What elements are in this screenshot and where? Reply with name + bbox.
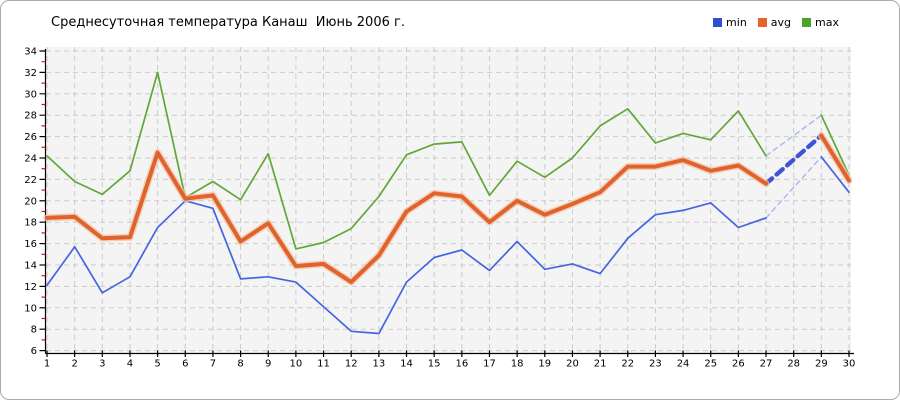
x-tick-label: 13 (372, 359, 385, 370)
y-tick-label: 14 (24, 261, 37, 272)
x-axis-ticks: 1 2 3 4 5 6 7 8 9 10 11 12 13 14 15 16 17 18 19 20 21 22 23 24 2… (44, 350, 856, 370)
legend-label-avg: avg (770, 16, 792, 29)
min-gap-connector (765, 156, 823, 219)
x-tick-label: 6 (182, 359, 188, 370)
max-line (46, 71, 767, 250)
avg-gap-connector (763, 133, 824, 186)
x-tick-label: 21 (594, 359, 607, 370)
y-tick-label: 6 (31, 346, 37, 357)
x-tick-label: 22 (621, 359, 634, 370)
y-tick-label: 16 (24, 239, 37, 250)
x-tick-label: 10 (290, 359, 303, 370)
avg-line (45, 150, 768, 285)
y-tick-label: 8 (31, 325, 37, 336)
x-tick-label: 26 (732, 359, 745, 370)
x-tick-label: 4 (127, 359, 133, 370)
min-series-swatch-icon (713, 18, 723, 27)
y-tick-label: 30 (24, 89, 37, 100)
x-tick-label: 7 (210, 359, 216, 370)
gridlines (46, 47, 851, 353)
legend-label-max: max (815, 16, 839, 29)
x-tick-label: 17 (483, 359, 496, 370)
plot-area (46, 47, 851, 354)
y-axis-ticks: 6 8 10 12 14 16 18 20 22 24 26 28 30 32 34 (24, 47, 46, 357)
x-tick-label: 20 (566, 359, 579, 370)
series-max (46, 71, 850, 250)
y-tick-label: 32 (24, 68, 37, 79)
series-avg (43, 132, 853, 286)
series-min (46, 156, 850, 335)
y-tick-label: 26 (24, 132, 37, 143)
y-tick-label: 34 (24, 47, 37, 58)
x-tick-label: 9 (265, 359, 271, 370)
legend: min avg max (713, 16, 839, 29)
x-tick-label: 23 (649, 359, 662, 370)
y-tick-label: 18 (24, 218, 37, 229)
max-gap-connector (765, 114, 823, 157)
x-tick-label: 29 (815, 359, 828, 370)
legend-label-min: min (726, 16, 747, 29)
x-tick-label: 25 (704, 359, 717, 370)
x-tick-label: 24 (677, 359, 690, 370)
legend-item-max[interactable]: max (802, 16, 839, 29)
x-tick-label: 14 (400, 359, 413, 370)
x-tick-label: 5 (154, 359, 160, 370)
x-tick-label: 11 (317, 359, 330, 370)
y-tick-label: 28 (24, 111, 37, 122)
x-tick-label: 16 (455, 359, 468, 370)
avg-line (819, 133, 851, 183)
chart-title: Среднесуточная температура Канаш Июнь 20… (51, 15, 405, 30)
max-line (820, 114, 850, 176)
x-tick-label: 19 (538, 359, 551, 370)
x-tick-label: 1 (44, 359, 50, 370)
legend-item-avg[interactable]: avg (757, 16, 792, 29)
y-tick-label: 10 (24, 303, 37, 314)
x-tick-label: 27 (760, 359, 773, 370)
y-tick-label: 22 (24, 175, 37, 186)
y-tick-label: 24 (24, 154, 37, 165)
avg-series-swatch-icon (757, 18, 767, 27)
x-tick-label: 30 (843, 359, 856, 370)
x-tick-label: 3 (99, 359, 105, 370)
min-line (820, 156, 850, 194)
min-line (46, 199, 767, 335)
x-tick-label: 8 (237, 359, 243, 370)
y-tick-label: 12 (24, 282, 37, 293)
x-tick-label: 2 (71, 359, 77, 370)
x-tick-label: 15 (428, 359, 441, 370)
legend-item-min[interactable]: min (713, 16, 747, 29)
x-tick-label: 18 (511, 359, 524, 370)
x-tick-label: 12 (345, 359, 358, 370)
x-tick-label: 28 (787, 359, 800, 370)
max-series-swatch-icon (802, 18, 812, 27)
y-tick-label: 20 (24, 196, 37, 207)
